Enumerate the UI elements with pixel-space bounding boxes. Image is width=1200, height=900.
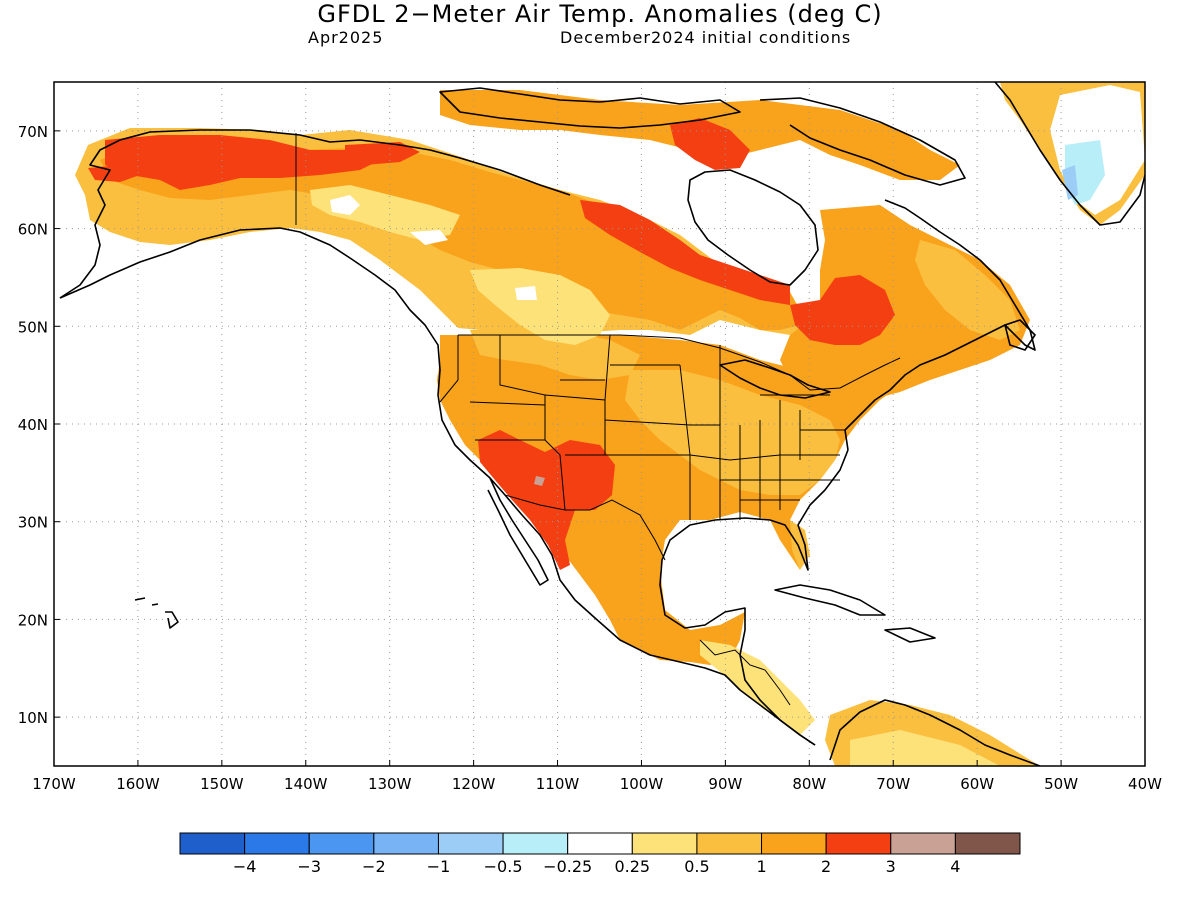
graticule	[54, 82, 1145, 766]
x-tick-label: 60W	[960, 775, 994, 793]
colorbar-label: −0.5	[484, 857, 523, 876]
anomaly-hotspot-alaska-west	[88, 165, 140, 182]
anomaly-neutral-patch-2	[410, 230, 448, 245]
colorbar-label: −4	[233, 857, 257, 876]
anomaly-region-central-america	[700, 640, 815, 735]
colorbar-swatch	[244, 832, 310, 855]
coastline-hawaii	[134, 597, 179, 629]
x-tick-label: 150W	[200, 775, 244, 793]
y-tick-label: 30N	[18, 514, 48, 532]
colorbar-swatch	[631, 832, 698, 855]
y-tick-label: 60N	[18, 221, 48, 239]
anomaly-neutral-patch-3	[515, 286, 537, 300]
y-tick-label: 10N	[18, 709, 48, 727]
coastline-gulf	[659, 449, 849, 746]
colorbar-label: 0.25	[614, 857, 650, 876]
colorbar-label: −0.25	[543, 857, 592, 876]
coastline-baja	[487, 477, 549, 586]
colorbar-swatch	[890, 832, 956, 855]
coastline-great-lakes	[719, 359, 831, 399]
y-tick-label: 70N	[18, 123, 48, 141]
colorbar-label: −3	[297, 857, 321, 876]
coastline-south-america	[829, 699, 1041, 766]
coastline-newfoundland	[1004, 319, 1036, 351]
colorbar-swatch	[179, 832, 246, 855]
x-tick-label: 70W	[876, 775, 910, 793]
x-tick-label: 50W	[1044, 775, 1078, 793]
colorbar-label: 2	[821, 857, 831, 876]
initial-conditions: December2024 initial conditions	[560, 28, 852, 47]
anomaly-hotspot-sw-max	[534, 476, 545, 486]
colorbar-swatch	[437, 832, 504, 855]
colorbar-swatch	[502, 832, 569, 855]
colorbar-label: 4	[950, 857, 960, 876]
longitude-ticks: 170W 160W 150W 140W 130W 120W 110W 100W 90W 80W 70…	[32, 760, 1162, 793]
coastline-cuba	[774, 584, 886, 616]
y-tick-label: 20N	[18, 611, 48, 629]
coastline-east	[844, 199, 1036, 451]
coastline-baffin	[759, 97, 966, 186]
colorbar-label: 1	[756, 857, 766, 876]
colorbar-swatch	[567, 832, 633, 855]
anomaly-region-plains	[470, 330, 640, 380]
x-tick-label: 100W	[620, 775, 664, 793]
forecast-month: Apr2025	[308, 28, 384, 47]
colorbar-swatch	[825, 832, 892, 855]
coastline-north-america	[59, 227, 816, 746]
coastline-arctic-isl-1	[439, 87, 741, 129]
anomaly-hotspot-nwt	[345, 142, 420, 165]
coastline-alaska-north	[59, 129, 571, 299]
x-tick-label: 80W	[792, 775, 826, 793]
border-state-lines-2	[469, 345, 845, 520]
coastline-hispaniola	[884, 627, 936, 643]
coastline-hudson	[687, 169, 819, 286]
anomaly-region-greenland-colder	[1062, 165, 1078, 200]
central-america-borders	[699, 639, 791, 706]
colorbar-swatch	[308, 832, 375, 855]
colorbar-label: −1	[427, 857, 451, 876]
colorbar-swatch	[954, 832, 1021, 855]
border-us-mexico	[504, 494, 666, 561]
y-tick-label: 40N	[18, 416, 48, 434]
anomaly-hotspot-quebec	[790, 275, 895, 345]
anomaly-region-rockies	[470, 268, 610, 345]
coastlines	[59, 82, 1145, 766]
anomaly-region-quebec	[780, 205, 1030, 400]
colorbar: −4 −3 −2 −1 −0.5 −0.25 0.25 0.5 1 2 3 4	[179, 832, 1021, 876]
anomaly-hotspot-alaska	[105, 135, 380, 190]
anomaly-region-sa-light	[850, 730, 1000, 766]
x-tick-label: 90W	[708, 775, 742, 793]
colorbar-label: 3	[886, 857, 896, 876]
x-tick-label: 160W	[116, 775, 160, 793]
latitude-ticks: 70N 60N 50N 40N 30N 20N 10N	[18, 123, 60, 727]
y-tick-label: 50N	[18, 318, 48, 336]
x-tick-label: 130W	[368, 775, 412, 793]
border-state-lines-1	[439, 334, 840, 461]
political-borders	[295, 133, 901, 561]
colorbar-swatch	[761, 832, 827, 855]
x-tick-label: 120W	[452, 775, 496, 793]
x-tick-label: 110W	[536, 775, 580, 793]
anomaly-fill-layer	[75, 82, 1145, 766]
coastline-greenland	[994, 82, 1145, 226]
anomaly-region-labrador	[915, 240, 1020, 340]
x-tick-label: 170W	[32, 775, 76, 793]
anomaly-region-fl	[790, 520, 810, 570]
colorbar-swatch	[696, 832, 763, 855]
x-tick-label: 40W	[1128, 775, 1162, 793]
colorbar-swatch	[373, 832, 439, 855]
colorbar-label: −2	[362, 857, 386, 876]
colorbar-label: 0.5	[684, 857, 709, 876]
anomaly-neutral-patch-1	[330, 195, 360, 215]
map-title: GFDL 2−Meter Air Temp. Anomalies (deg C)	[317, 0, 883, 28]
anomaly-hotspot-southwest	[478, 430, 615, 570]
anomaly-hotspot-hudson	[580, 200, 790, 305]
x-tick-label: 140W	[284, 775, 328, 793]
anomaly-region-east-us	[625, 370, 840, 495]
